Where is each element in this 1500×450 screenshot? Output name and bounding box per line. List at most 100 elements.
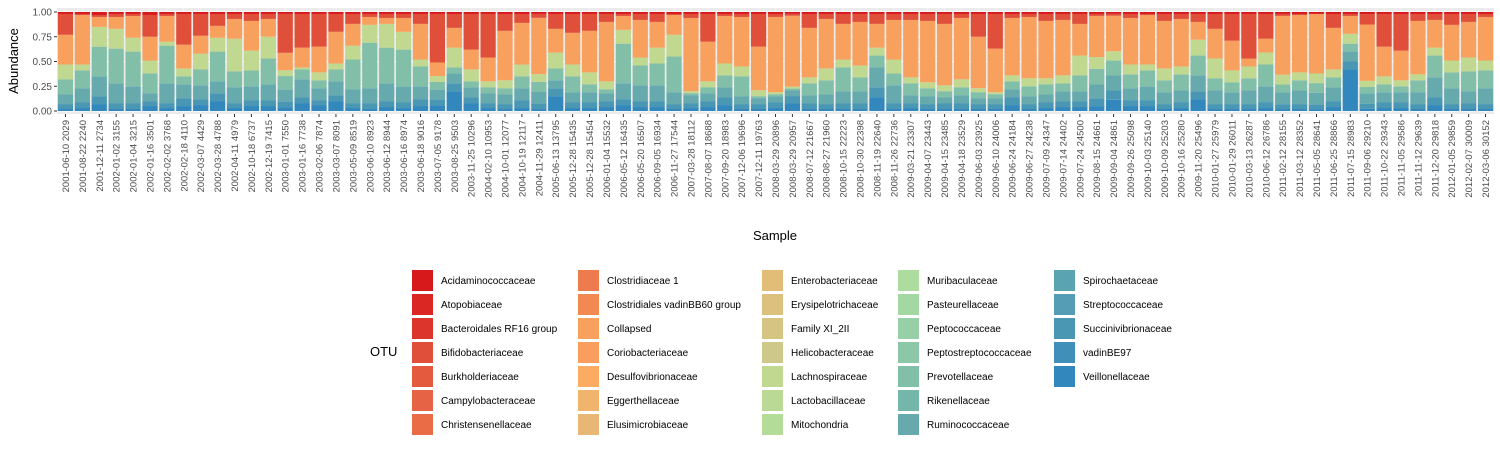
x-tick-label: 2005-06-13 13795 — [551, 120, 562, 198]
bar-segment — [57, 12, 74, 14]
bar-segment — [362, 13, 378, 17]
bar-segment — [362, 24, 378, 43]
x-tick-label: 2010-01-29 26011 — [1227, 120, 1238, 197]
bar-segment — [920, 104, 936, 110]
bar-segment — [345, 103, 361, 109]
bar-segment — [243, 50, 260, 71]
bar-segment — [1173, 90, 1189, 103]
legend-swatch — [412, 390, 433, 411]
bar-segment — [1461, 12, 1477, 14]
bar-segment — [277, 12, 293, 14]
bar-segment — [514, 64, 530, 77]
bar-segment — [700, 41, 716, 82]
bar-segment — [936, 12, 953, 14]
bar-segment — [463, 13, 479, 50]
bar-segment — [531, 91, 547, 104]
legend-label: Veillonellaceae — [1083, 372, 1150, 383]
bar-segment — [632, 107, 648, 111]
x-tick-label: 2009-07-24 24500 — [1075, 120, 1086, 198]
bar-segment — [1224, 40, 1240, 71]
bar-segment — [767, 12, 784, 14]
bar-segment — [209, 51, 226, 82]
bar-segment — [362, 12, 378, 14]
bar-segment — [379, 17, 395, 24]
bar-segment — [1224, 70, 1240, 83]
x-tick-label: 2009-06-10 24006 — [991, 120, 1002, 198]
x-tick-label: 2009-10-09 25203 — [1160, 120, 1171, 198]
bar-segment — [970, 13, 986, 37]
bar-segment — [514, 100, 530, 109]
bar-segment — [1190, 13, 1206, 22]
bar-segment — [548, 52, 564, 69]
bar-segment — [835, 13, 851, 24]
x-tick-label: 2011-11-12 29639 — [1413, 120, 1424, 196]
bar-segment — [1038, 12, 1054, 14]
bar-segment — [1342, 51, 1358, 62]
bar-segment — [1359, 108, 1375, 111]
bar-segment — [193, 85, 209, 100]
bar-segment — [784, 15, 801, 87]
bar-segment — [1325, 27, 1342, 70]
bar-segment — [565, 102, 581, 109]
bar-segment — [1444, 13, 1460, 25]
bar-segment — [395, 102, 412, 109]
bar-segment — [311, 13, 327, 47]
bar-segment — [1207, 28, 1223, 59]
bar-segment — [649, 107, 665, 111]
bar-segment — [159, 15, 175, 42]
bar-segment — [615, 29, 631, 44]
x-tick-label: 2002-03-07 4429 — [196, 120, 207, 192]
bar-segment — [1376, 46, 1392, 77]
bar-segment — [497, 109, 513, 111]
x-tick-label: 2007-09-20 18983 — [720, 120, 731, 198]
bar-segment — [1021, 13, 1037, 17]
bar-segment — [125, 109, 141, 111]
legend-label: Mitochondria — [791, 420, 849, 431]
bar-segment — [717, 105, 733, 111]
bar-segment — [903, 19, 919, 78]
bar-segment — [412, 13, 429, 24]
bar-segment — [57, 13, 74, 35]
bar-segment — [1258, 38, 1274, 53]
bar-segment — [734, 66, 750, 77]
y-tick-label: 0.25 — [33, 82, 53, 93]
x-tick-label: 2009-10-03 25140 — [1143, 120, 1154, 198]
bar-segment — [57, 94, 74, 105]
bar-segment — [1427, 55, 1443, 78]
bar-segment — [1224, 12, 1240, 14]
bar-segment — [903, 83, 919, 96]
bar-segment — [683, 103, 699, 109]
bar-segment — [1342, 12, 1358, 14]
bar-segment — [953, 17, 970, 80]
bar-segment — [328, 13, 344, 32]
bar-segment — [784, 90, 801, 97]
bar-segment — [886, 103, 902, 110]
bar-segment — [565, 12, 581, 14]
bar-segment — [1004, 13, 1020, 18]
bar-segment — [666, 104, 682, 110]
bar-segment — [1156, 92, 1172, 105]
bar-segment — [886, 59, 902, 74]
bar-segment — [125, 13, 141, 16]
bar-segment — [734, 12, 750, 14]
bar-segment — [649, 85, 665, 102]
bar-segment — [1308, 13, 1325, 74]
bar-segment — [176, 84, 192, 99]
bar-segment — [159, 13, 175, 16]
bar-segment — [970, 98, 986, 105]
x-axis: 2001-06-10 2029 2001-08-22 2240 2001-12-11… — [61, 114, 1492, 198]
bar-segment — [548, 80, 564, 89]
bar-segment — [835, 59, 851, 68]
bar-segment — [987, 92, 1003, 95]
bar-segment — [734, 76, 750, 97]
x-tick-label: 2009-07-09 24347 — [1041, 120, 1052, 198]
bar-segment — [193, 35, 209, 54]
bar-segment — [1055, 83, 1071, 92]
bar-segment — [1072, 107, 1088, 111]
bar-segment — [666, 34, 682, 57]
x-tick-label: 2003-02-06 7874 — [315, 120, 326, 192]
x-tick-label: 2002-01-16 3501 — [145, 120, 156, 192]
bar-segment — [1258, 64, 1274, 87]
bar-segment — [57, 109, 74, 111]
legend-swatch — [578, 366, 599, 387]
